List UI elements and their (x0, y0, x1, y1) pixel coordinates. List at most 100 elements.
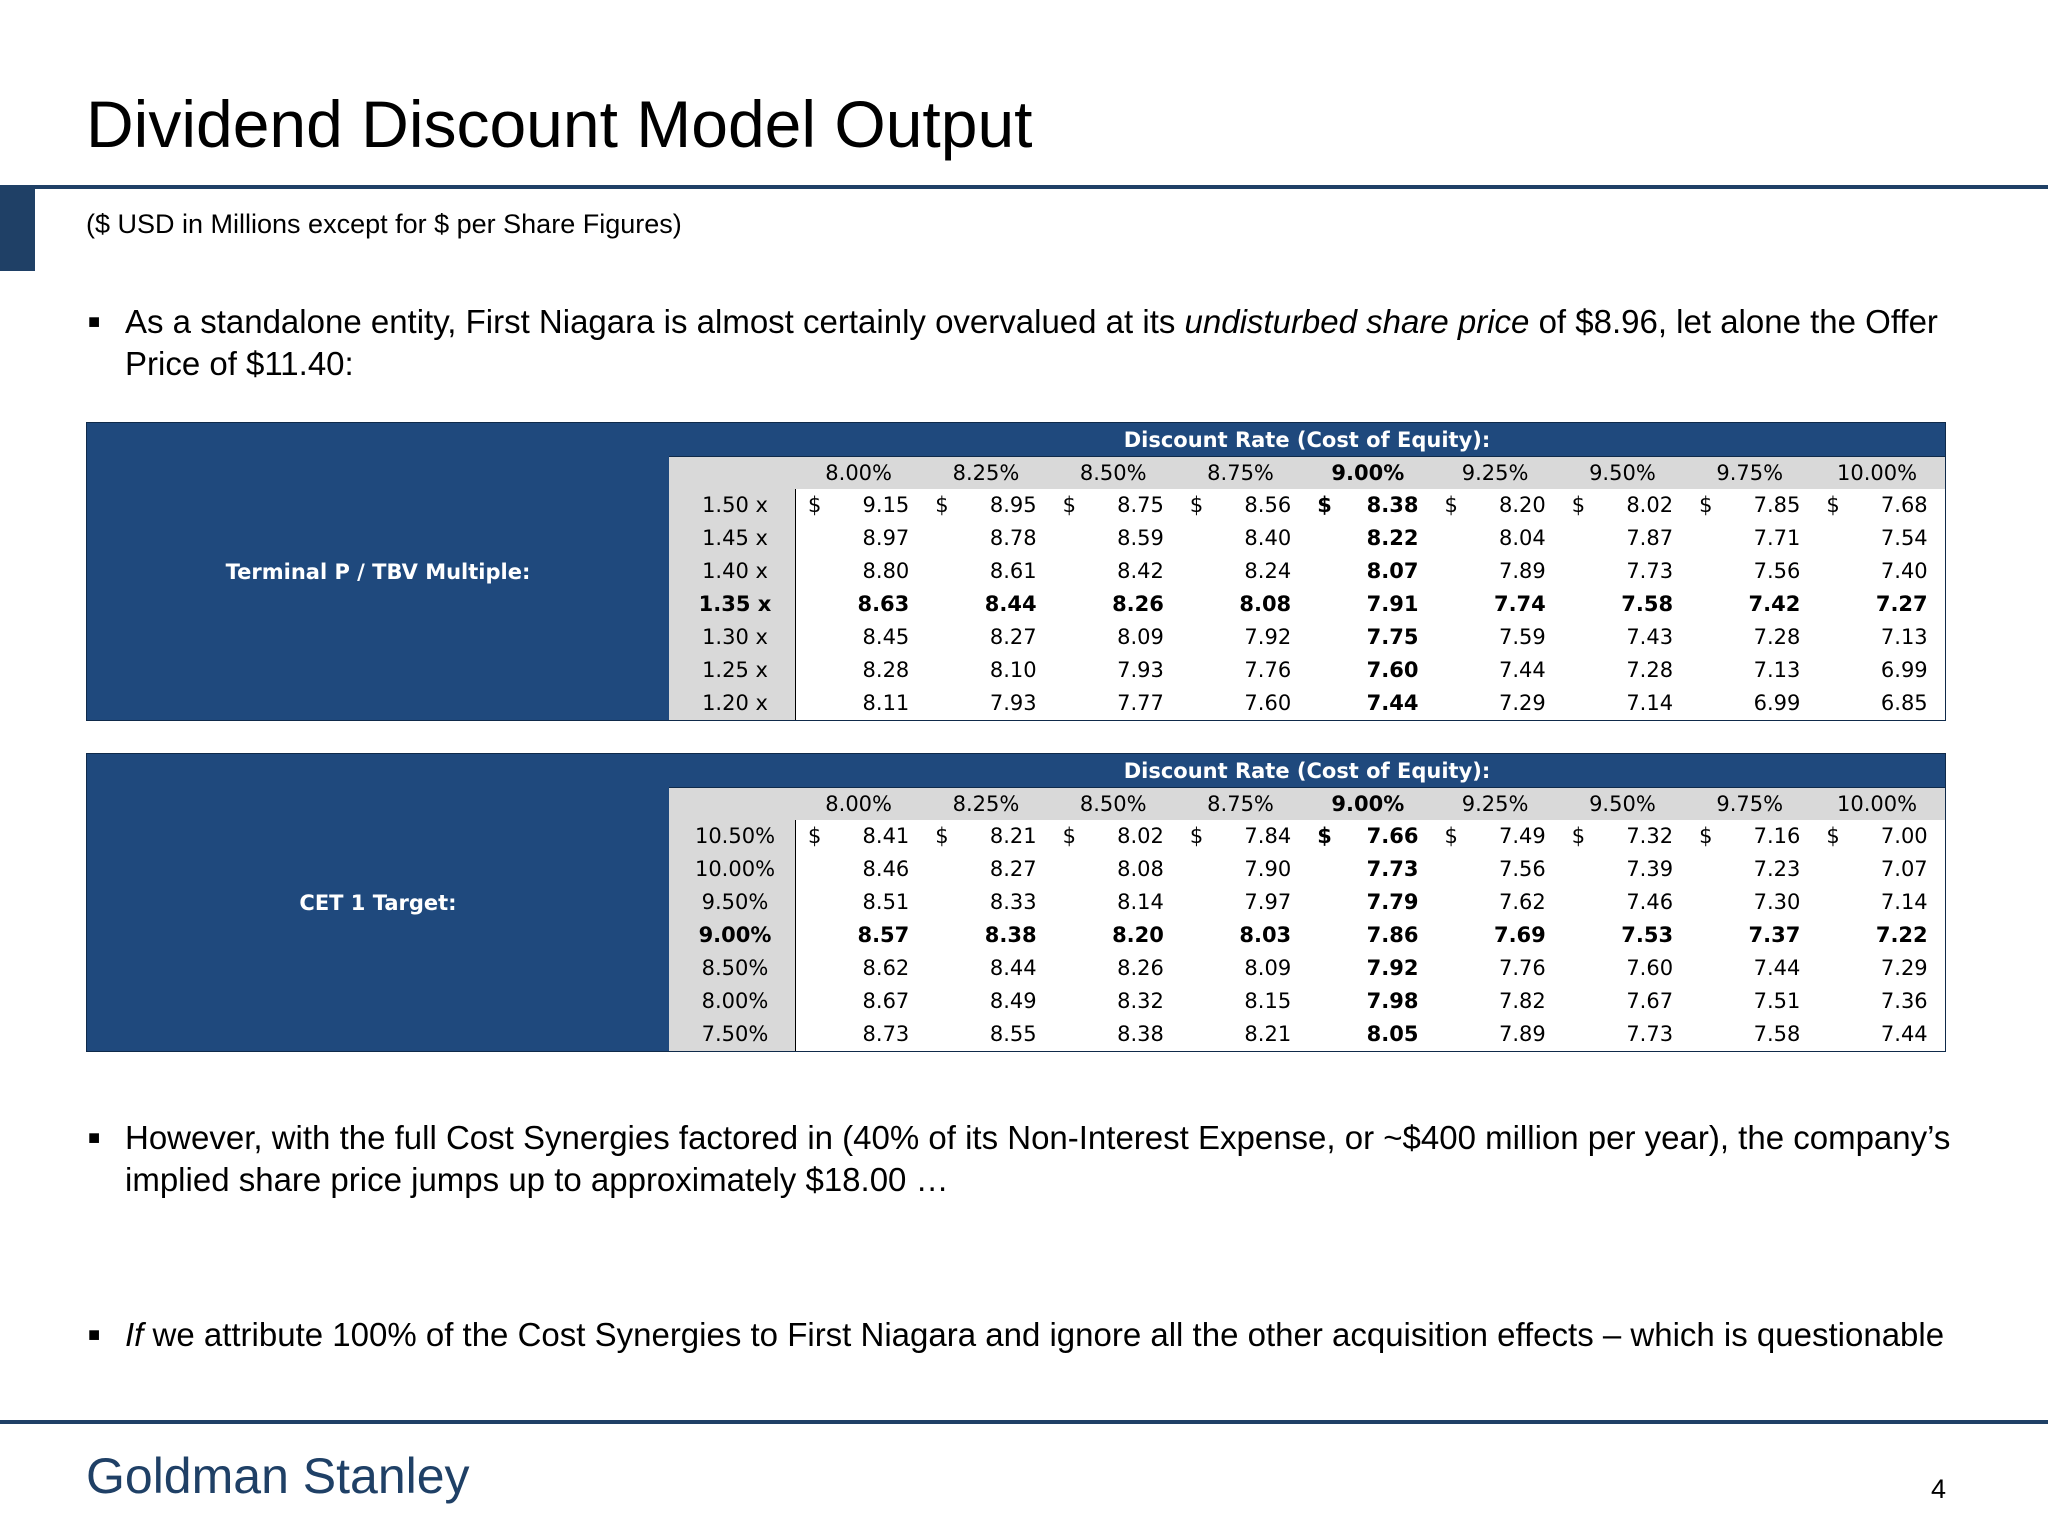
table-cell: 8.40 (1178, 522, 1305, 555)
table-cell: 8.26 (1051, 588, 1178, 621)
cell-value: 8.59 (1117, 526, 1164, 550)
currency-symbol: $ (1699, 824, 1713, 848)
bullet-cost-synergies: ■ However, with the full Cost Synergies … (86, 1117, 1966, 1201)
cell-value: 8.63 (857, 592, 910, 616)
table-cell: 7.28 (1560, 654, 1687, 687)
table-cell: 8.38 (923, 919, 1050, 952)
table-cell: 7.60 (1305, 654, 1432, 687)
table-cell: 8.32 (1051, 985, 1178, 1018)
table-cell: $7.85 (1687, 489, 1814, 522)
table-cell: 7.82 (1432, 985, 1559, 1018)
cell-value: 7.13 (1753, 658, 1801, 682)
table-cell: 7.07 (1814, 853, 1941, 886)
cell-value: 7.28 (1753, 625, 1801, 649)
cell-value: 7.93 (1117, 658, 1164, 682)
cell-value: 7.60 (1366, 658, 1419, 682)
table-row: 8.67 8.49 8.32 8.15 7.98 7.82 7.67 7.51 7.36 (796, 985, 1945, 1018)
table-cell: 8.28 (796, 654, 923, 687)
table-cell: 7.90 (1178, 853, 1305, 886)
table-cell: 8.45 (796, 621, 923, 654)
bullet-square-icon: ■ (88, 1324, 101, 1346)
table-cell: 7.73 (1560, 1018, 1687, 1051)
table-cell: $8.95 (923, 489, 1050, 522)
bullet-standalone-valuation: ■ As a standalone entity, First Niagara … (86, 301, 1966, 385)
cell-value: 9.15 (862, 493, 910, 517)
table-cell: 8.10 (923, 654, 1050, 687)
cell-value: 7.67 (1626, 989, 1674, 1013)
table-cell: 7.40 (1814, 555, 1941, 588)
value-grid: $8.41 $8.21 $8.02 $7.84 $7.66 $7.49 $7.32 $7.16… (796, 820, 1945, 1051)
table-cell: 7.42 (1687, 588, 1814, 621)
cell-value: 8.05 (1366, 1022, 1419, 1046)
table-cell: 8.55 (923, 1018, 1050, 1051)
table-cell: 8.07 (1305, 555, 1432, 588)
table-cell: 7.76 (1432, 952, 1559, 985)
table-row: 8.51 8.33 8.14 7.97 7.79 7.62 7.46 7.30 7.14 (796, 886, 1945, 919)
table-side-label: Terminal P / TBV Multiple: (225, 559, 531, 584)
cell-value: 8.26 (1112, 592, 1164, 616)
cell-value: 8.09 (1117, 625, 1164, 649)
cell-value: 7.14 (1626, 691, 1674, 715)
cell-value: 7.62 (1499, 890, 1546, 914)
cell-value: 7.84 (1244, 824, 1292, 848)
table-cell: 7.89 (1432, 1018, 1559, 1051)
table-cell: 8.62 (796, 952, 923, 985)
table-cell: 7.29 (1814, 952, 1941, 985)
table-cell: 7.91 (1305, 588, 1432, 621)
table-cell: 7.14 (1814, 886, 1941, 919)
cell-value: 7.86 (1366, 923, 1419, 947)
currency-symbol: $ (1571, 493, 1586, 517)
discount-rate-header: 10.00% (1836, 461, 1918, 485)
discount-rate-header: 8.75% (1207, 461, 1274, 485)
table-cell: 8.08 (1051, 853, 1178, 886)
discount-rate-header: 9.25% (1461, 461, 1529, 485)
bullet-square-icon: ■ (88, 311, 101, 333)
currency-symbol: $ (1317, 824, 1332, 848)
cell-value: 8.40 (1244, 526, 1292, 550)
table-cell: 7.53 (1560, 919, 1687, 952)
table-cell: $7.16 (1687, 820, 1814, 853)
table-cell: $8.75 (1051, 489, 1178, 522)
cell-value: 7.82 (1499, 989, 1546, 1013)
currency-symbol: $ (1826, 824, 1840, 848)
table-cell: 6.85 (1814, 687, 1941, 720)
cell-value: 8.67 (862, 989, 910, 1013)
discount-rate-header-row: 8.00% 8.25% 8.50% 8.75% 9.00% 9.25% 9.50% 9.75%… (669, 456, 1945, 490)
table-cell: 7.43 (1560, 621, 1687, 654)
cell-value: 7.37 (1748, 923, 1801, 947)
cell-value: 7.16 (1753, 824, 1801, 848)
cell-value: 8.38 (1117, 1022, 1164, 1046)
cell-value: 8.08 (1239, 592, 1292, 616)
currency-symbol: $ (1189, 824, 1204, 848)
table-cell: 7.44 (1432, 654, 1559, 687)
table-cell: $8.02 (1560, 489, 1687, 522)
table-cell: $8.02 (1051, 820, 1178, 853)
table-cell: 8.73 (796, 1018, 923, 1051)
cell-value: 7.27 (1875, 592, 1928, 616)
cell-value: 8.33 (989, 890, 1037, 914)
cell-value: 7.23 (1753, 857, 1801, 881)
table-row: 8.57 8.38 8.20 8.03 7.86 7.69 7.53 7.37 7.22 (796, 919, 1945, 952)
cell-value: 8.97 (862, 526, 910, 550)
value-grid: $9.15 $8.95 $8.75 $8.56 $8.38 $8.20 $8.02 $7.85… (796, 489, 1945, 720)
cell-value: 7.73 (1366, 857, 1419, 881)
cell-value: 7.39 (1626, 857, 1674, 881)
table-cell: 7.58 (1560, 588, 1687, 621)
row-label: 10.00% (694, 857, 776, 881)
discount-rate-header: 8.50% (1079, 461, 1147, 485)
currency-symbol: $ (935, 493, 949, 517)
discount-rate-header: 8.00% (825, 792, 892, 816)
cell-value: 8.32 (1117, 989, 1164, 1013)
table-cell: 8.11 (796, 687, 923, 720)
table-cell: $8.20 (1432, 489, 1559, 522)
cell-value: 8.11 (862, 691, 910, 715)
row-label: 1.45 x (702, 526, 768, 550)
table-cell: 7.23 (1687, 853, 1814, 886)
table-cell: $7.66 (1305, 820, 1432, 853)
table-row: 8.73 8.55 8.38 8.21 8.05 7.89 7.73 7.58 7.44 (796, 1018, 1945, 1051)
row-label: 10.50% (694, 824, 776, 848)
table-cell: 7.89 (1432, 555, 1559, 588)
table-cell: $7.00 (1814, 820, 1941, 853)
footer-brand: Goldman Stanley (86, 1448, 470, 1504)
cell-value: 7.74 (1493, 592, 1546, 616)
